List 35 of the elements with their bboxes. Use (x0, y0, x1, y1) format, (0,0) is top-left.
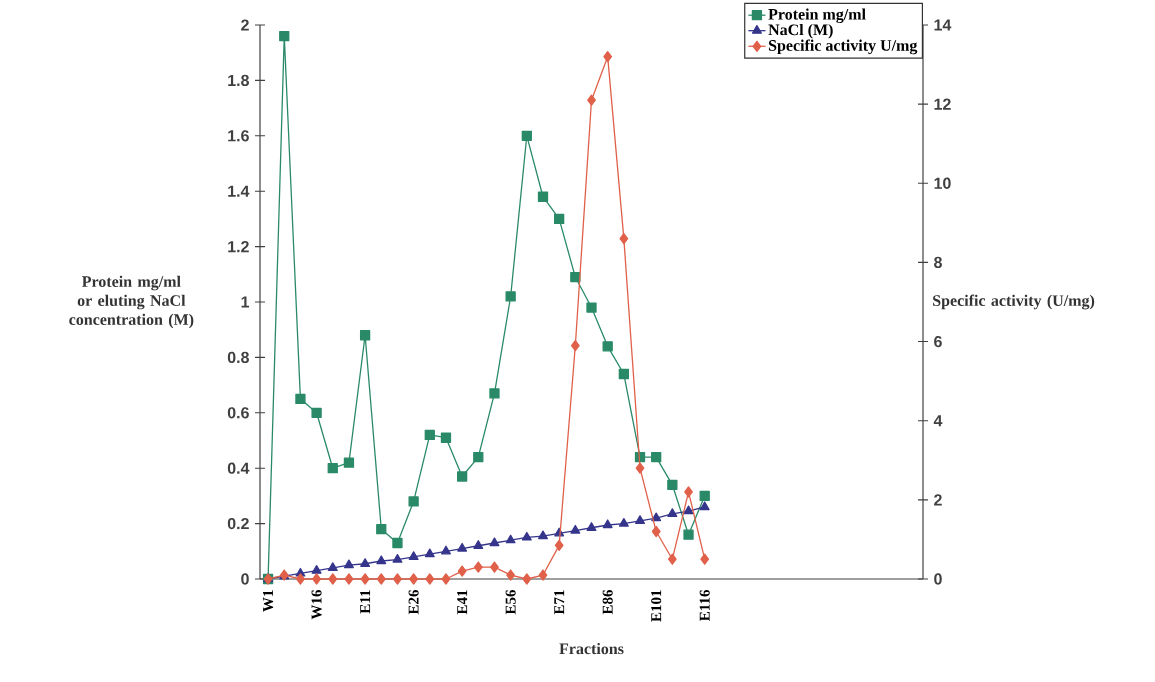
y-tick-label: 1.6 (228, 130, 249, 142)
legend-label: Specific activity U/mg (768, 39, 918, 55)
x-tick-label: E116 (699, 589, 710, 621)
x-tick-label: E86 (602, 589, 613, 615)
y2-axis-title: Specific activity (U/mg) (933, 294, 1095, 310)
x-tick-label: E11 (360, 590, 371, 614)
y2-tick-label: 12 (934, 98, 951, 110)
y-tick-label: 0.8 (227, 351, 249, 364)
x-tick-label: E56 (505, 589, 516, 615)
y-axis-title: Protein mg/ml or eluting NaCl concentration (M) (69, 275, 194, 329)
x-axis-title: Fractions (559, 642, 624, 655)
y2-tick-label: 8 (934, 256, 942, 269)
y-tick-label: 0.4 (227, 462, 250, 474)
y2-tick-label: 4 (933, 415, 943, 427)
y-tick-label: 1 (241, 296, 250, 308)
y2-tick-label: 2 (934, 494, 942, 506)
y-tick-label: 1.2 (228, 241, 249, 253)
y-tick-label: 0.6 (227, 407, 249, 419)
y-tick-label: 1.8 (228, 74, 249, 87)
x-tick-label: E71 (554, 590, 565, 615)
legend-label: Protein mg/ml (768, 8, 866, 24)
x-tick-label: W16 (311, 589, 322, 620)
x-tick-label: E26 (408, 589, 419, 615)
x-tick-label: W1 (263, 590, 274, 612)
y-tick-label: 1.4 (228, 185, 250, 197)
x-tick-label: E41 (457, 590, 468, 615)
y2-tick-label: 10 (934, 177, 951, 189)
y2-tick-label: 0 (934, 573, 942, 585)
x-tick-label: E101 (651, 590, 662, 622)
y-tick-label: 2 (241, 19, 249, 31)
y2-tick-label: 14 (934, 19, 952, 31)
y2-tick-label: 6 (934, 335, 942, 348)
y-tick-label: 0 (241, 573, 249, 585)
legend-label: NaCl (M) (768, 23, 833, 39)
y-tick-label: 0.2 (227, 517, 249, 530)
